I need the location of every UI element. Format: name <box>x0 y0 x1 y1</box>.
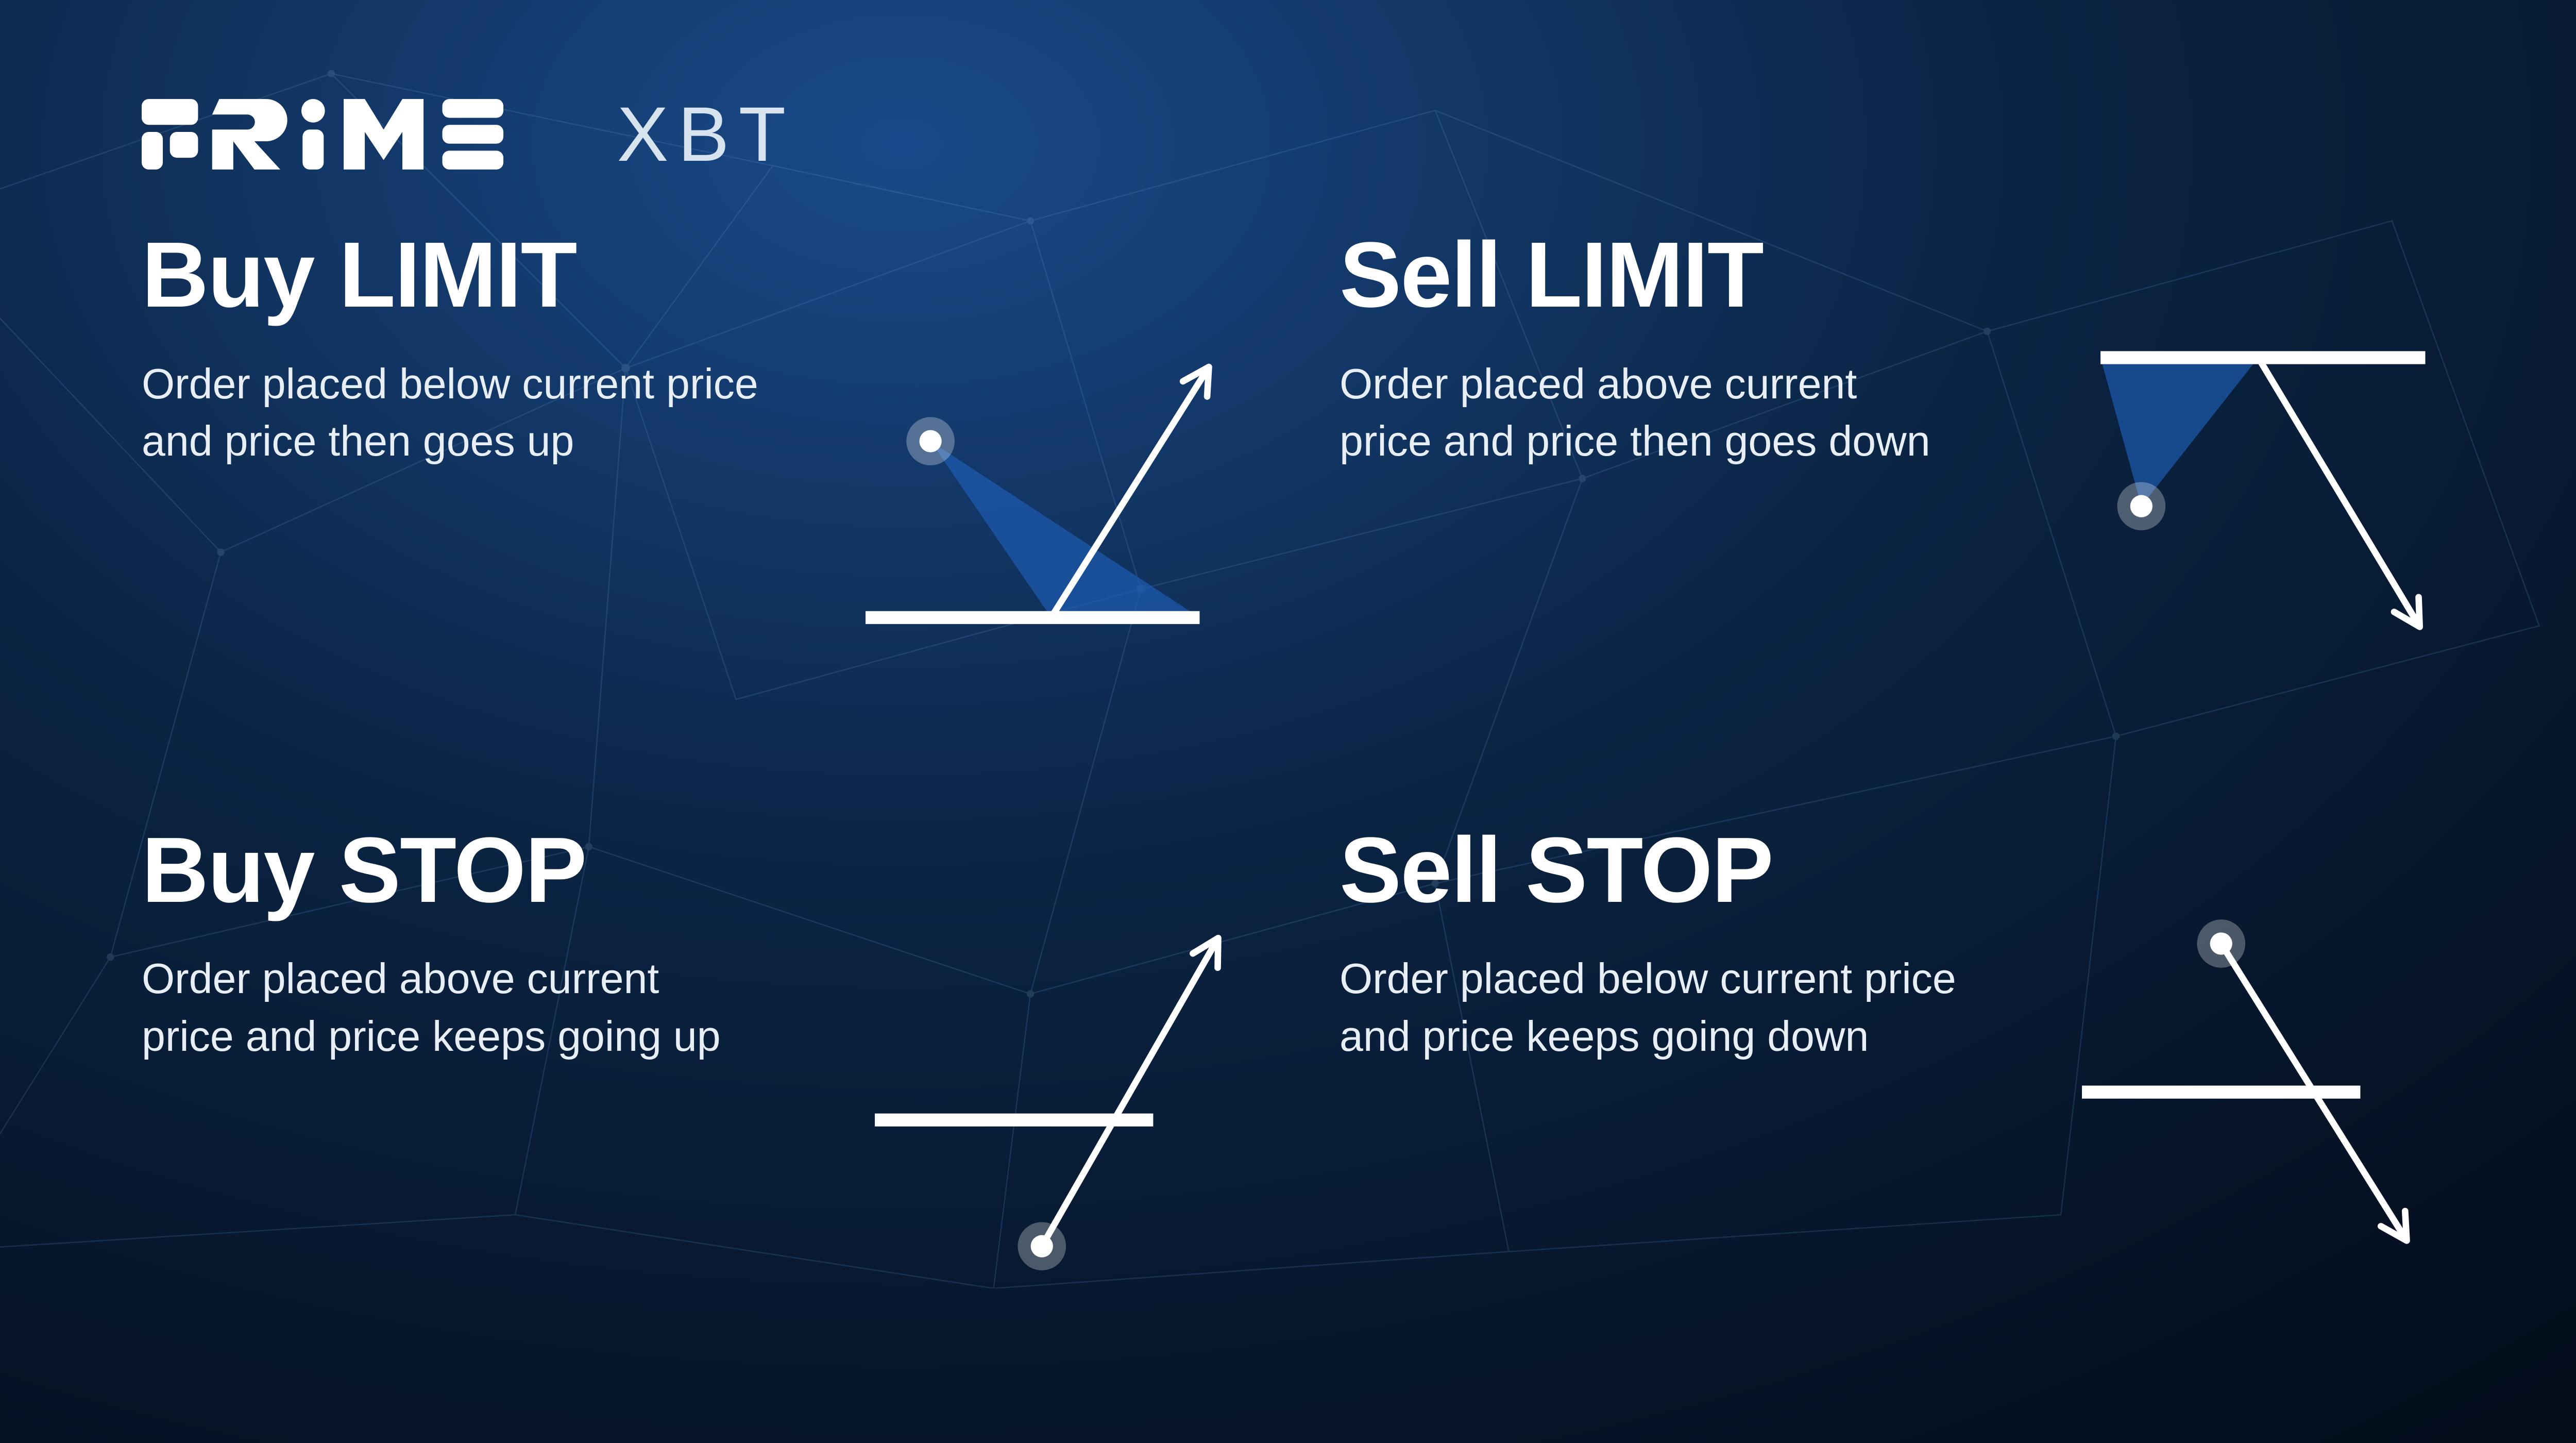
title-buy-stop: Buy STOP <box>142 821 777 919</box>
desc-buy-stop: Order placed above current price and pri… <box>142 950 760 1065</box>
cell-sell-stop: Sell STOP Order placed below current pri… <box>1340 800 2434 1366</box>
desc-sell-limit: Order placed above current price and pri… <box>1340 356 1958 471</box>
infographic-container: XBT Buy LIMIT Order placed below current… <box>0 0 2576 1443</box>
desc-buy-limit: Order placed below current price and pri… <box>142 356 760 471</box>
graphic-buy-stop <box>828 800 1237 1366</box>
desc-sell-stop: Order placed below current price and pri… <box>1340 950 1958 1065</box>
graphic-sell-stop <box>2026 800 2435 1366</box>
sell-limit-svg <box>2026 205 2435 770</box>
cell-sell-limit: Sell LIMIT Order placed above current pr… <box>1340 205 2434 770</box>
title-sell-limit: Sell LIMIT <box>1340 226 1975 324</box>
cell-buy-limit: Buy LIMIT Order placed below current pri… <box>142 205 1236 770</box>
cell-buy-stop: Buy STOP Order placed above current pric… <box>142 800 1236 1366</box>
buy-stop-svg <box>828 800 1237 1366</box>
brand-mark <box>142 94 581 174</box>
title-buy-limit: Buy LIMIT <box>142 226 777 324</box>
order-types-grid: Buy LIMIT Order placed below current pri… <box>142 205 2434 1366</box>
sell-stop-svg <box>2026 800 2435 1366</box>
brand-logo: XBT <box>142 90 2434 179</box>
title-sell-stop: Sell STOP <box>1340 821 1975 919</box>
graphic-sell-limit <box>2026 205 2435 770</box>
graphic-buy-limit <box>828 205 1237 770</box>
brand-sub: XBT <box>617 90 795 179</box>
buy-limit-svg <box>828 205 1237 770</box>
